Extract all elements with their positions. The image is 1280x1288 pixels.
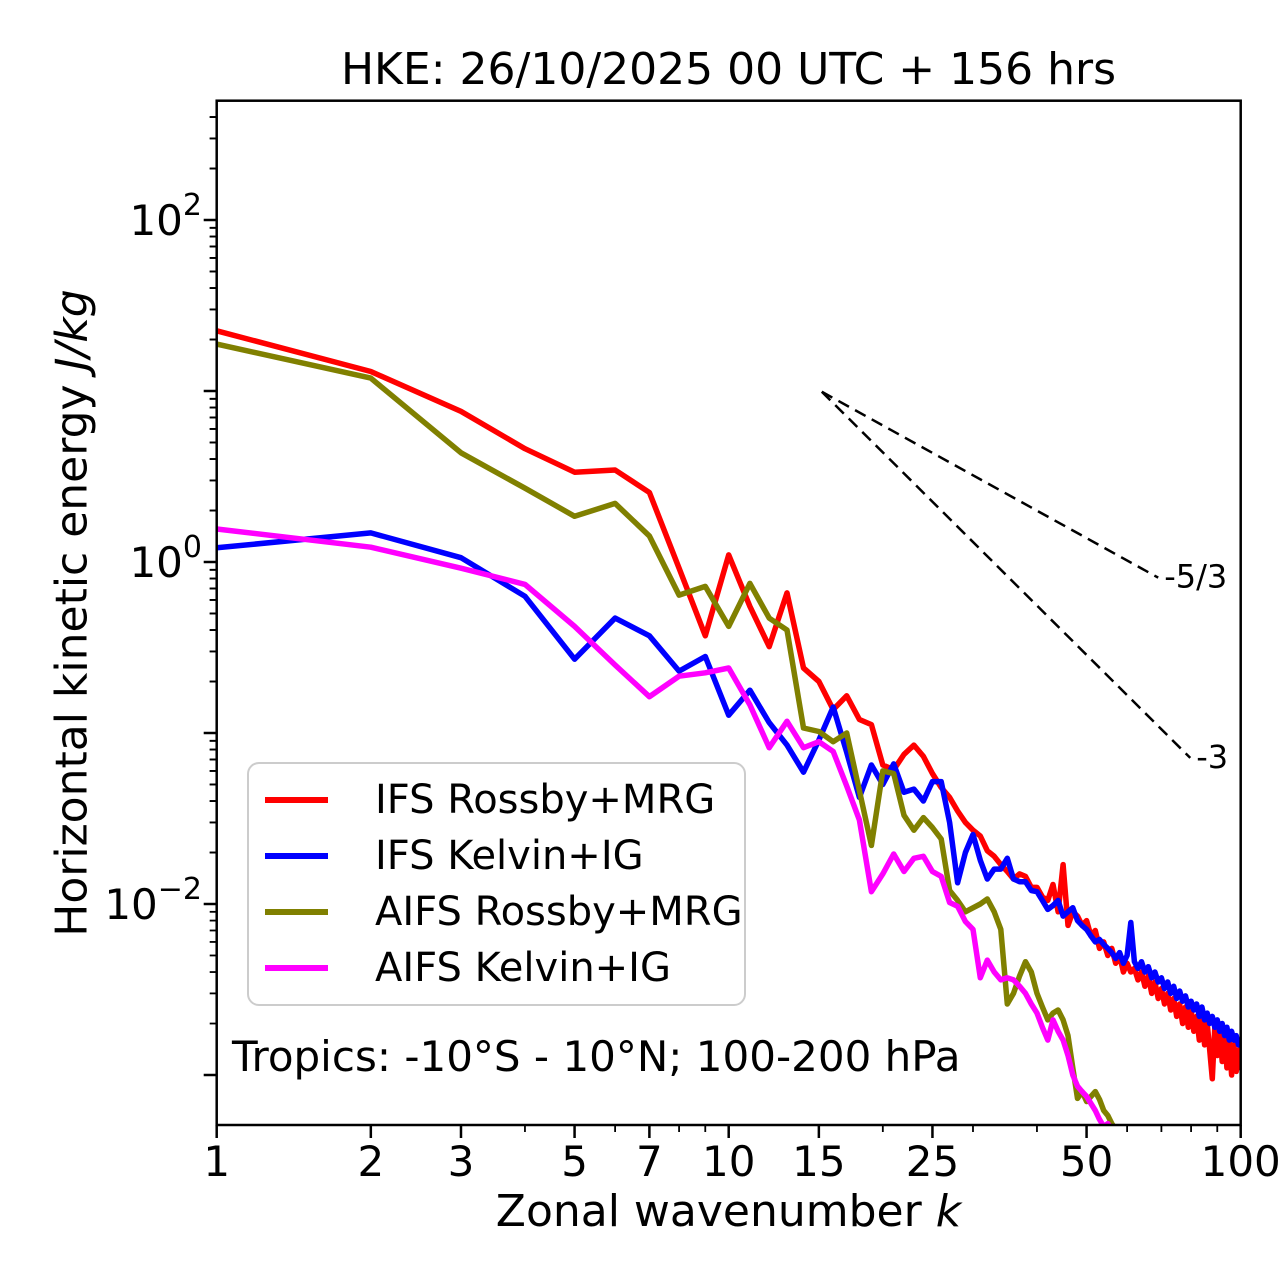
x-axis-label-text: Zonal wavenumber [495, 1186, 936, 1237]
y-axis-label: Horizontal kinetic energy J/kg [47, 289, 98, 936]
chart-title: HKE: 26/10/2025 00 UTC + 156 hrs [340, 44, 1117, 95]
y-axis-label-text: Horizontal kinetic energy [46, 370, 98, 937]
region-annotation: Tropics: -10°S - 10°N; 100-200 hPa [232, 1032, 961, 1081]
x-axis-label: Zonal wavenumber k [216, 1186, 1241, 1237]
x-tick-label: 1 [203, 1137, 230, 1186]
legend-label: IFS Kelvin+IG [375, 833, 644, 879]
x-tick-label: 2 [357, 1137, 384, 1186]
legend-box: IFS Rossby+MRG IFS Kelvin+IG AIFS Rossby… [247, 762, 746, 1006]
legend-label: AIFS Rossby+MRG [375, 889, 743, 935]
x-tick-label: 7 [636, 1137, 663, 1186]
x-tick-label: 5 [561, 1137, 588, 1186]
legend-item-ifs-rossby-mrg: IFS Rossby+MRG [249, 780, 744, 820]
data-curves [216, 328, 1241, 1126]
slope-label-3: -3 [1196, 738, 1228, 776]
axis-tick-labels: 1 2 3 5 7 10 15 25 50 100 102 100 10−2 [104, 188, 1280, 1186]
legend-line-olive [265, 909, 328, 915]
legend-line-red [265, 797, 328, 803]
legend-label: IFS Rossby+MRG [375, 777, 716, 823]
x-tick-label: 15 [792, 1137, 845, 1186]
x-tick-label: 10 [702, 1137, 755, 1186]
curve-aifs-kelvin-ig [216, 526, 1113, 1126]
plot-frame [215, 99, 1242, 1127]
legend-label: AIFS Kelvin+IG [375, 945, 671, 991]
slope-label-5-3: -5/3 [1164, 558, 1227, 596]
curve-aifs-rossby-mrg [216, 341, 1117, 1126]
curve-ifs-kelvin-ig [216, 530, 1241, 1048]
y-axis-label-units: J/kg [46, 289, 98, 371]
x-tick-label: 50 [1060, 1137, 1113, 1186]
y-tick-label: 100 [129, 530, 202, 587]
y-tick-label: 10−2 [104, 872, 202, 929]
reference-slope-lines [820, 390, 1192, 759]
y-tick-label: 102 [129, 188, 202, 245]
legend-item-ifs-kelvin-ig: IFS Kelvin+IG [249, 836, 744, 876]
slope-labels: -5/3 -3 [1164, 558, 1228, 776]
legend-item-aifs-kelvin-ig: AIFS Kelvin+IG [249, 948, 744, 988]
x-tick-label: 100 [1201, 1137, 1280, 1186]
x-axis-label-var: k [935, 1186, 962, 1237]
legend-line-blue [265, 853, 328, 859]
x-tick-label: 25 [906, 1137, 959, 1186]
x-tick-label: 3 [448, 1137, 475, 1186]
legend-line-magenta [265, 965, 328, 971]
legend-item-aifs-rossby-mrg: AIFS Rossby+MRG [249, 892, 744, 932]
